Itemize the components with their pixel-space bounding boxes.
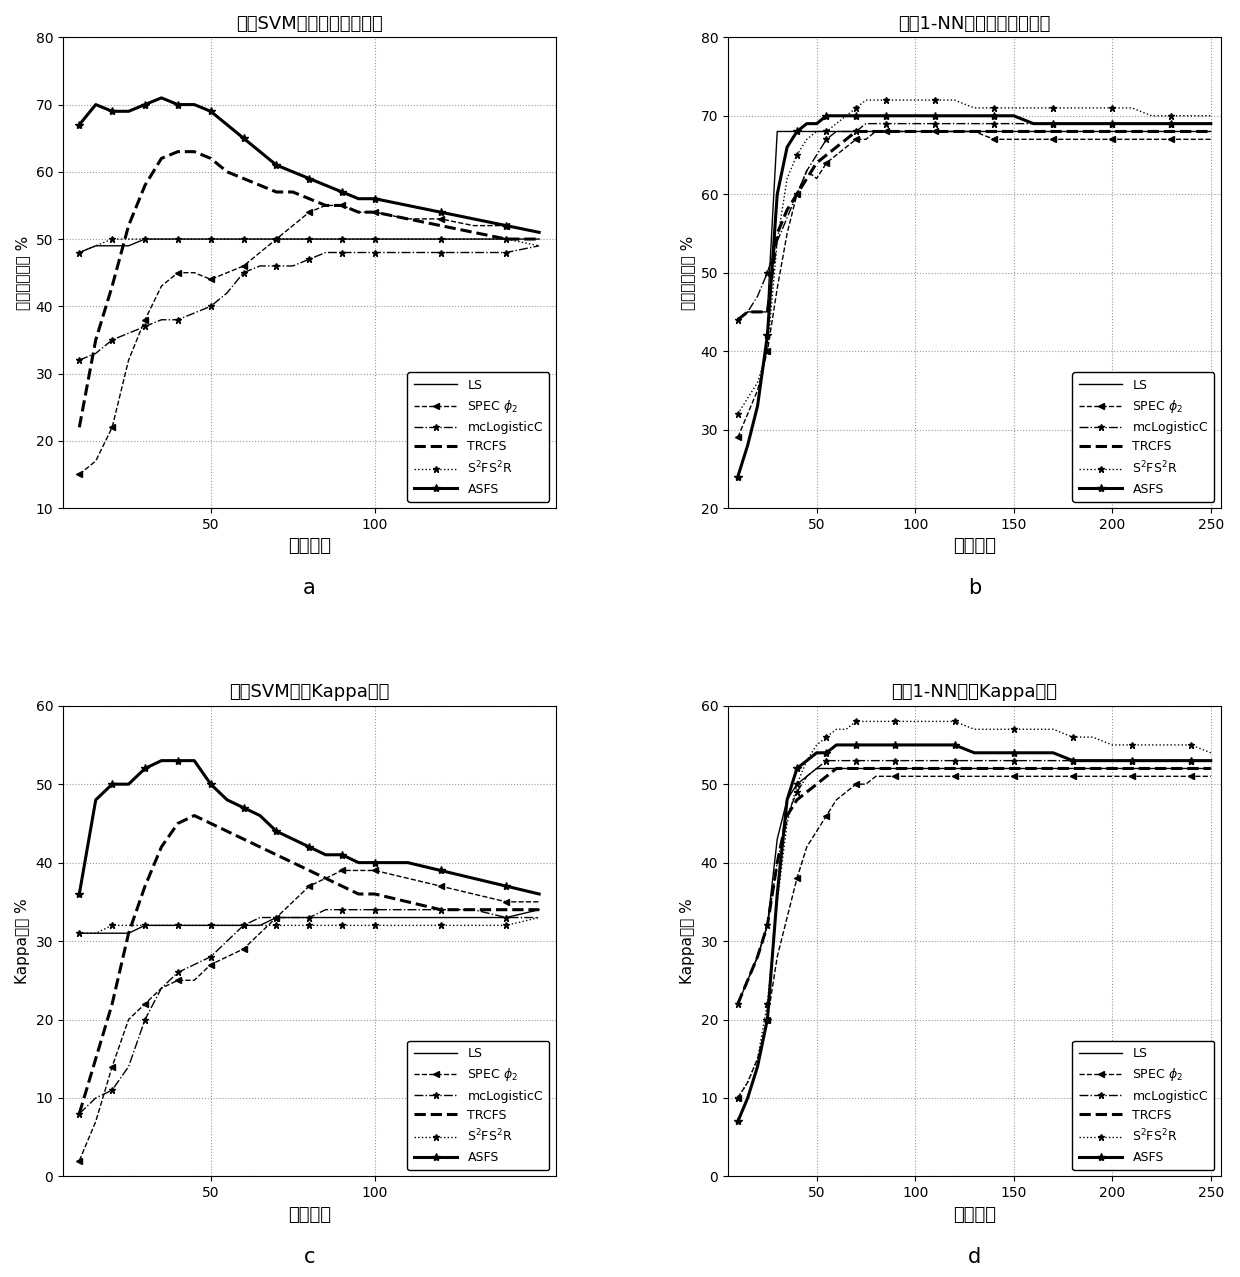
Y-axis label: Kappa系数 %: Kappa系数 % bbox=[15, 898, 30, 985]
Text: b: b bbox=[967, 578, 981, 598]
Title: 采用1-NN时的总体分类精度: 采用1-NN时的总体分类精度 bbox=[898, 15, 1050, 33]
Legend: LS, SPEC $\phi_2$, mcLogisticC, TRCFS, S$^2$FS$^2$R, ASFS: LS, SPEC $\phi_2$, mcLogisticC, TRCFS, S… bbox=[1073, 373, 1214, 502]
Legend: LS, SPEC $\phi_2$, mcLogisticC, TRCFS, S$^2$FS$^2$R, ASFS: LS, SPEC $\phi_2$, mcLogisticC, TRCFS, S… bbox=[408, 373, 549, 502]
Title: 采用SVM时的总体分类精度: 采用SVM时的总体分类精度 bbox=[236, 15, 383, 33]
Title: 采用1-NN时的Kappa系数: 采用1-NN时的Kappa系数 bbox=[892, 683, 1058, 701]
X-axis label: 特征数量: 特征数量 bbox=[952, 1205, 996, 1223]
Legend: LS, SPEC $\phi_2$, mcLogisticC, TRCFS, S$^2$FS$^2$R, ASFS: LS, SPEC $\phi_2$, mcLogisticC, TRCFS, S… bbox=[1073, 1041, 1214, 1170]
X-axis label: 特征数量: 特征数量 bbox=[288, 1205, 331, 1223]
Title: 采用SVM时的Kappa系数: 采用SVM时的Kappa系数 bbox=[229, 683, 389, 701]
Text: c: c bbox=[304, 1246, 315, 1267]
X-axis label: 特征数量: 特征数量 bbox=[952, 538, 996, 555]
Text: d: d bbox=[967, 1246, 981, 1267]
Y-axis label: 总体分类精度 %: 总体分类精度 % bbox=[680, 235, 696, 310]
Y-axis label: Kappa系数 %: Kappa系数 % bbox=[680, 898, 696, 985]
X-axis label: 特征数量: 特征数量 bbox=[288, 538, 331, 555]
Legend: LS, SPEC $\phi_2$, mcLogisticC, TRCFS, S$^2$FS$^2$R, ASFS: LS, SPEC $\phi_2$, mcLogisticC, TRCFS, S… bbox=[408, 1041, 549, 1170]
Text: a: a bbox=[303, 578, 316, 598]
Y-axis label: 总体分类精度 %: 总体分类精度 % bbox=[15, 235, 30, 310]
